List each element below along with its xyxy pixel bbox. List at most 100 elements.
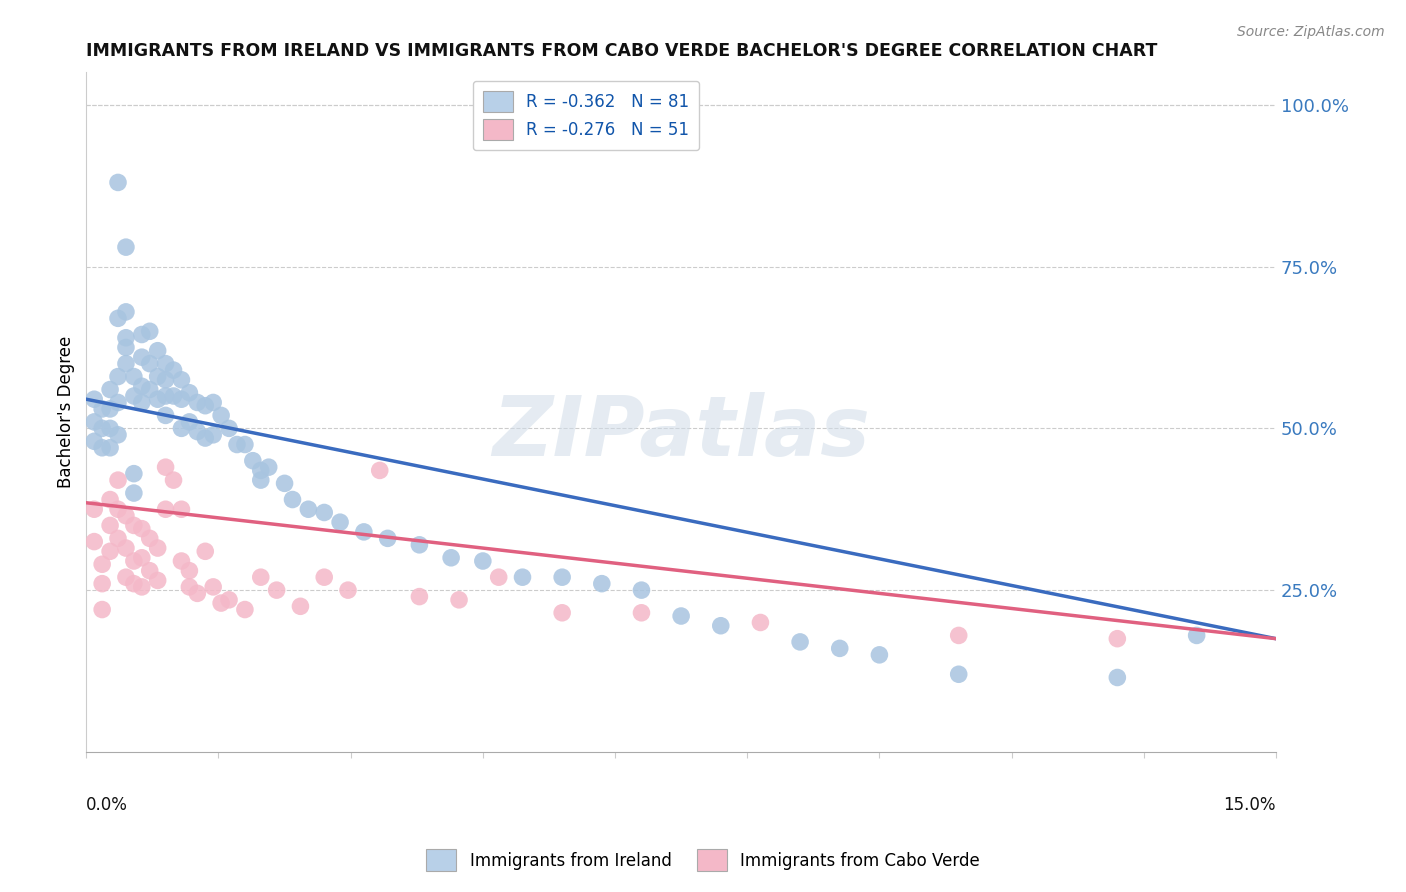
Point xyxy=(115,331,138,345)
Point xyxy=(179,385,201,400)
Point xyxy=(488,570,510,584)
Point xyxy=(107,473,129,487)
Point xyxy=(107,395,129,409)
Text: 15.0%: 15.0% xyxy=(1223,796,1277,814)
Point xyxy=(146,392,169,407)
Point xyxy=(115,240,138,254)
Point xyxy=(1185,628,1208,642)
Point xyxy=(131,395,153,409)
Point xyxy=(98,518,121,533)
Point xyxy=(91,558,114,572)
Point xyxy=(186,425,208,439)
Point xyxy=(233,602,256,616)
Point xyxy=(226,437,249,451)
Point xyxy=(337,583,360,598)
Point xyxy=(233,437,256,451)
Point xyxy=(83,392,105,407)
Point xyxy=(281,492,304,507)
Point xyxy=(408,590,430,604)
Y-axis label: Bachelor's Degree: Bachelor's Degree xyxy=(58,336,75,488)
Point xyxy=(162,389,184,403)
Point xyxy=(122,369,145,384)
Point xyxy=(83,502,105,516)
Point xyxy=(98,401,121,416)
Point xyxy=(91,576,114,591)
Point xyxy=(202,395,225,409)
Point xyxy=(179,415,201,429)
Point xyxy=(551,570,574,584)
Point xyxy=(115,508,138,523)
Point xyxy=(170,421,193,435)
Point xyxy=(512,570,534,584)
Point xyxy=(107,369,129,384)
Point xyxy=(139,383,162,397)
Point xyxy=(115,570,138,584)
Text: ZIPatlas: ZIPatlas xyxy=(492,392,870,473)
Point xyxy=(297,502,319,516)
Point xyxy=(107,532,129,546)
Point xyxy=(194,544,217,558)
Point xyxy=(242,453,264,467)
Point xyxy=(630,606,652,620)
Point xyxy=(98,441,121,455)
Point xyxy=(273,476,295,491)
Point xyxy=(290,599,312,614)
Point xyxy=(209,596,232,610)
Point xyxy=(162,473,184,487)
Point xyxy=(146,541,169,555)
Point xyxy=(139,324,162,338)
Text: IMMIGRANTS FROM IRELAND VS IMMIGRANTS FROM CABO VERDE BACHELOR'S DEGREE CORRELAT: IMMIGRANTS FROM IRELAND VS IMMIGRANTS FR… xyxy=(86,42,1157,60)
Point xyxy=(447,592,470,607)
Point xyxy=(186,586,208,600)
Point xyxy=(91,401,114,416)
Point xyxy=(209,409,232,423)
Point xyxy=(249,570,271,584)
Point xyxy=(122,518,145,533)
Point xyxy=(630,583,652,598)
Point xyxy=(155,409,177,423)
Point xyxy=(83,415,105,429)
Point xyxy=(186,395,208,409)
Point xyxy=(749,615,772,630)
Point xyxy=(107,427,129,442)
Point xyxy=(249,473,271,487)
Point xyxy=(155,502,177,516)
Point xyxy=(146,369,169,384)
Point xyxy=(202,427,225,442)
Point xyxy=(131,580,153,594)
Point xyxy=(257,460,280,475)
Point xyxy=(948,628,970,642)
Point xyxy=(139,564,162,578)
Point xyxy=(83,434,105,449)
Point xyxy=(471,554,494,568)
Point xyxy=(146,574,169,588)
Text: Source: ZipAtlas.com: Source: ZipAtlas.com xyxy=(1237,25,1385,39)
Point xyxy=(131,522,153,536)
Point xyxy=(789,635,811,649)
Point xyxy=(131,327,153,342)
Point xyxy=(218,592,240,607)
Point xyxy=(179,564,201,578)
Point xyxy=(948,667,970,681)
Legend: R = -0.362   N = 81, R = -0.276   N = 51: R = -0.362 N = 81, R = -0.276 N = 51 xyxy=(472,81,699,150)
Point xyxy=(122,467,145,481)
Point xyxy=(115,357,138,371)
Point xyxy=(179,580,201,594)
Point xyxy=(155,460,177,475)
Point xyxy=(139,532,162,546)
Point xyxy=(314,570,336,584)
Point xyxy=(218,421,240,435)
Point xyxy=(440,550,463,565)
Point xyxy=(266,583,288,598)
Point xyxy=(98,492,121,507)
Point xyxy=(329,515,352,529)
Point xyxy=(162,363,184,377)
Point xyxy=(98,544,121,558)
Point xyxy=(353,524,375,539)
Point xyxy=(131,550,153,565)
Point xyxy=(107,311,129,326)
Point xyxy=(91,602,114,616)
Point xyxy=(131,350,153,364)
Point xyxy=(155,357,177,371)
Point xyxy=(170,373,193,387)
